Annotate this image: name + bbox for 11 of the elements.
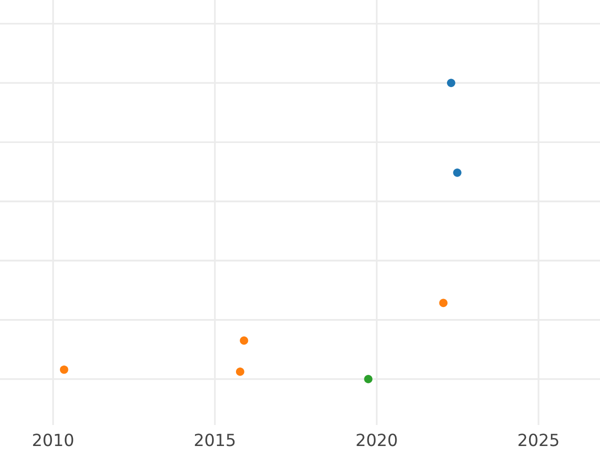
point (240, 336, 248, 345)
point (439, 298, 448, 308)
point (446, 78, 456, 88)
point (236, 368, 244, 376)
point (364, 374, 372, 384)
point (453, 168, 462, 177)
x-tick-label: 2020 (356, 434, 397, 446)
x-tick-label: 2010 (33, 434, 74, 446)
point (60, 365, 68, 374)
x-tick-label: 2015 (194, 434, 235, 446)
x-tick-label: 2025 (518, 434, 558, 446)
